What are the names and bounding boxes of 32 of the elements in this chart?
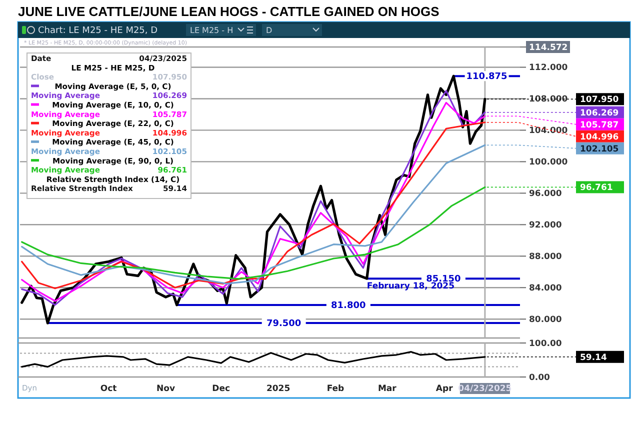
interval-dropdown: D	[262, 24, 322, 36]
y-tick-label: 0.00	[529, 372, 550, 383]
y-tick-label: 112.000	[529, 63, 568, 74]
x-tick-label: Dec	[212, 384, 230, 394]
y-tick-label: 96.000	[529, 189, 562, 200]
x-tick-label: Feb	[326, 384, 344, 394]
y-tick-label: 92.000	[529, 220, 562, 231]
chart-subtitle: Chart: LE M25 - HE M25, D	[38, 26, 158, 36]
y-tick-label: 108.000	[529, 94, 568, 105]
x-tick-label: Mar	[378, 384, 398, 394]
ref-line-label: 110.875	[466, 72, 508, 82]
y-tick-label: 100.00	[529, 338, 562, 349]
data-label: 102.105	[580, 144, 619, 154]
x-tick-label: Nov	[156, 384, 176, 394]
data-label: 107.950	[580, 95, 619, 106]
ref-line-label: 79.500	[266, 319, 302, 330]
y-tick-label: 84.000	[529, 284, 562, 294]
ref-line-label: 81.800	[331, 301, 366, 312]
symbol-dropdown: LE M25 - H	[186, 24, 256, 36]
x-tick-label: 2025	[266, 384, 290, 394]
y-tick-label: 88.000	[529, 252, 562, 262]
y-tick-label: 100.000	[529, 158, 568, 168]
data-label: 106.269	[580, 108, 619, 118]
data-label: 104.996	[580, 132, 619, 142]
chart-title: JUNE LIVE CATTLE/JUNE LEAN HOGS - CATTLE GAINED ON HOGS	[18, 4, 440, 19]
data-label: 105.787	[580, 120, 619, 130]
y-tick-label: 80.000	[529, 315, 562, 326]
x-tick-label: Oct	[100, 384, 117, 394]
data-label: 96.761	[580, 183, 613, 194]
x-tick-label: Apr	[436, 384, 454, 394]
y-tick-label: 114.572	[529, 42, 568, 53]
data-label: 59.14	[580, 352, 607, 363]
